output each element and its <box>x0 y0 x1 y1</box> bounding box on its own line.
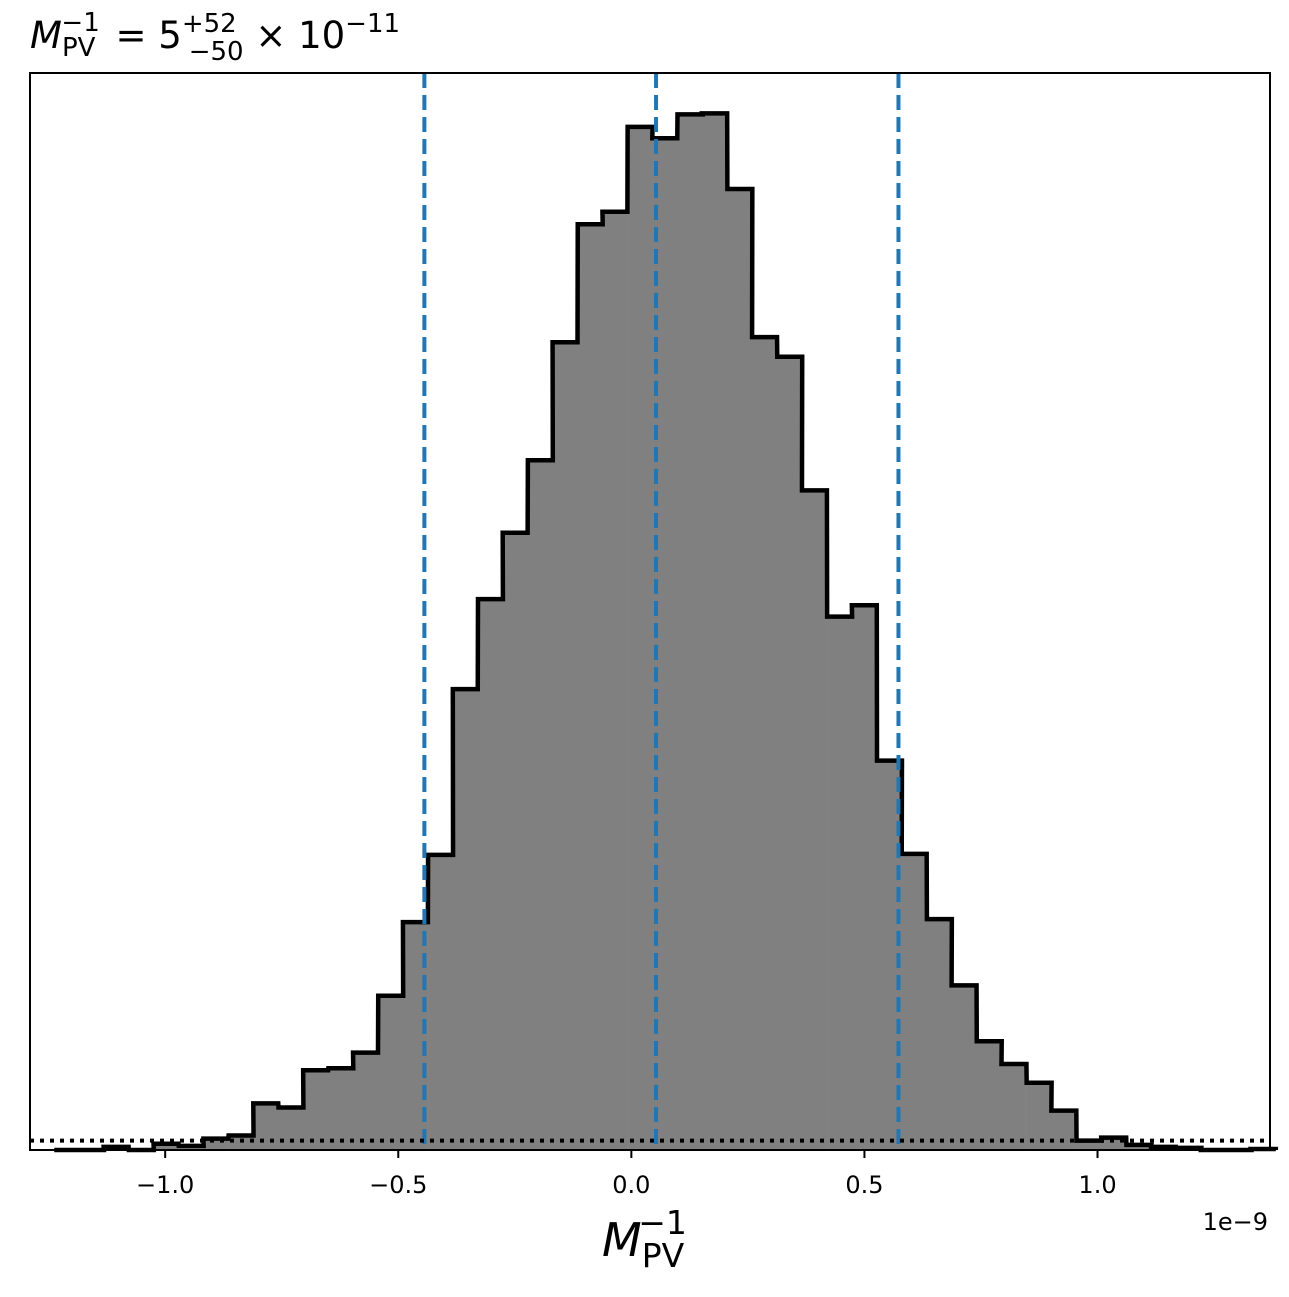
x-axis-ticks: −1.0 −0.5 0.0 0.5 1.0 <box>136 1150 1117 1199</box>
x-tick-label: 0.0 <box>612 1171 650 1199</box>
histogram-bar <box>702 113 728 1151</box>
histogram-bar <box>278 1107 304 1150</box>
histogram-bar <box>1076 1140 1102 1150</box>
histogram-bar <box>602 211 628 1150</box>
svg-text:MPV−1 = 5+52−50 × 10−11: MPV−1 = 5+52 −50 × 10−11 <box>30 8 400 67</box>
svg-text:MPV−1: MPV−1 <box>602 1203 687 1275</box>
plot-frame <box>29 72 1271 1151</box>
histogram-bar <box>727 188 753 1150</box>
histogram-bar <box>627 126 654 1151</box>
histogram-bar <box>1051 1110 1077 1150</box>
histogram-bar <box>378 995 404 1150</box>
histogram-bar <box>452 689 479 1150</box>
histogram-bar <box>926 919 953 1150</box>
histogram-bar <box>777 356 803 1151</box>
histogram-bars <box>103 113 1277 1151</box>
histogram-bar <box>328 1068 354 1150</box>
histogram-bar <box>577 224 604 1151</box>
histogram-bar <box>1001 1064 1027 1150</box>
histogram-bar <box>203 1138 229 1150</box>
histogram-outline <box>54 111 1279 1153</box>
x-axis-label: MPV−1 <box>602 1203 687 1275</box>
title-exponent: −11 <box>345 9 400 39</box>
histogram-bar <box>527 460 554 1150</box>
histogram-bar <box>851 605 878 1150</box>
histogram-bar <box>801 490 828 1150</box>
title-sub: PV <box>62 33 96 63</box>
histogram-bar <box>353 1052 379 1150</box>
quantile-lines <box>422 73 901 1150</box>
x-tick-label: 0.5 <box>845 1171 883 1199</box>
xlabel-var: M <box>602 1213 642 1267</box>
title-err-plus: +52 <box>182 9 237 39</box>
x-tick-label: 1.0 <box>1078 1171 1116 1199</box>
histogram-bar <box>951 985 978 1150</box>
histogram-bar <box>827 616 853 1150</box>
histogram-bar <box>153 1143 179 1150</box>
histogram-bar <box>428 854 454 1150</box>
title-value: = 5 <box>104 14 182 57</box>
histogram-bar <box>477 599 504 1150</box>
title-times: × 10 <box>244 14 346 57</box>
title-err-minus: −50 <box>189 37 244 67</box>
histogram-bar <box>552 342 579 1150</box>
histogram-bar <box>752 337 778 1150</box>
xlabel-sub: PV <box>642 1236 685 1275</box>
title-var: M <box>30 14 62 57</box>
x-tick-label: −0.5 <box>369 1171 427 1199</box>
xlabel-sup: −1 <box>638 1203 687 1242</box>
histogram-bar <box>303 1070 329 1150</box>
chart-title: MPV−1 = 5+52 −50 × 10−11 <box>30 8 400 67</box>
histogram-bar <box>901 853 928 1150</box>
histogram-bar <box>253 1103 279 1150</box>
histogram-bar <box>228 1135 255 1150</box>
histogram-bar <box>502 532 529 1150</box>
histogram-bar <box>677 114 703 1150</box>
x-offset-text: 1e−9 <box>1203 1208 1268 1236</box>
x-tick-label: −1.0 <box>136 1171 194 1199</box>
histogram-bar <box>976 1041 1003 1150</box>
histogram-bar <box>1126 1144 1152 1150</box>
title-sup: −1 <box>61 8 99 38</box>
